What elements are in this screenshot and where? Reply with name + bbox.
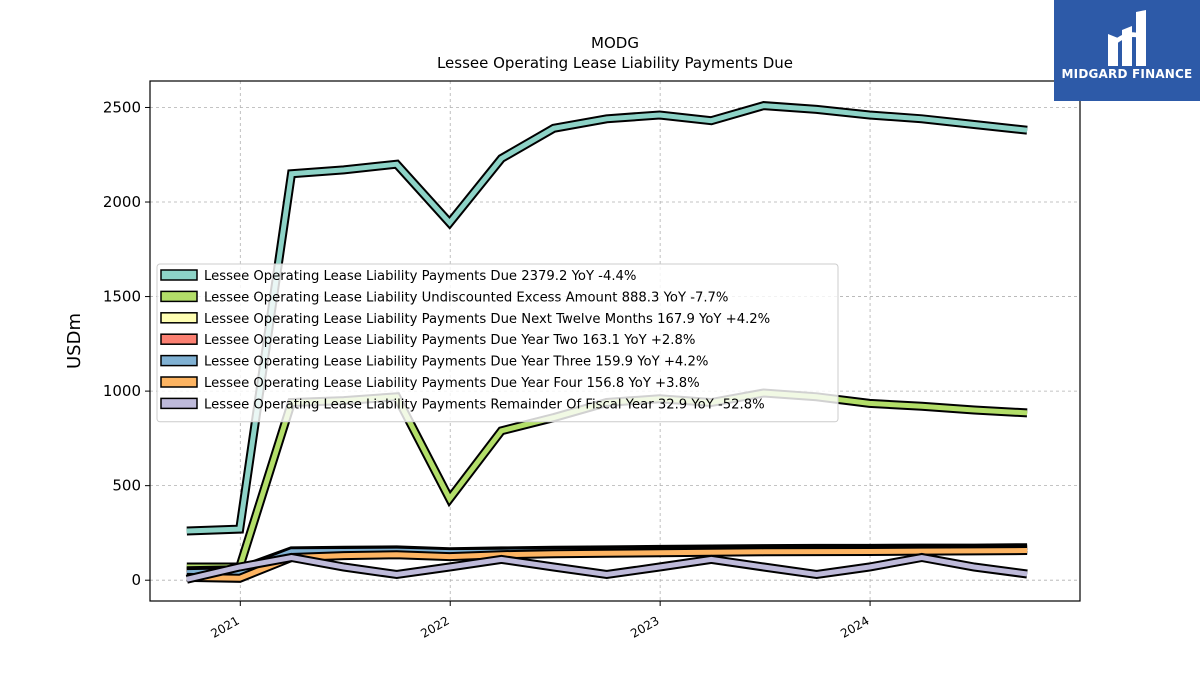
series-line-0 [186, 101, 1028, 536]
data-point [553, 566, 555, 568]
data-point [291, 173, 292, 175]
data-point [659, 566, 661, 568]
data-point [816, 574, 818, 575]
data-point [869, 114, 870, 116]
data-point [291, 557, 292, 558]
y-tick-label: 2500 [103, 98, 141, 116]
data-point [816, 108, 818, 110]
data-point [973, 550, 975, 552]
data-point [239, 528, 241, 530]
legend-label: Lessee Operating Lease Liability Undisco… [204, 290, 728, 305]
chart-subtitle: Lessee Operating Lease Liability Payment… [437, 54, 793, 72]
data-point [973, 124, 975, 125]
data-point [659, 114, 661, 116]
y-tick-label: 1000 [103, 382, 141, 400]
data-point [973, 566, 975, 568]
data-point [553, 127, 555, 129]
data-point [1026, 412, 1028, 414]
data-point [921, 118, 923, 120]
data-point [606, 552, 608, 554]
data-point [343, 566, 345, 568]
data-point [869, 551, 870, 552]
data-point [921, 405, 923, 407]
data-point [239, 577, 241, 579]
legend-swatch [160, 376, 198, 388]
logo-text: MIDGARD FINANCE [1061, 67, 1193, 81]
legend: Lessee Operating Lease Liability Payment… [156, 263, 839, 423]
brand-logo: MIDGARD FINANCE [1054, 0, 1200, 101]
data-point [396, 574, 398, 575]
data-point [291, 551, 292, 553]
data-point [606, 118, 608, 120]
data-point [500, 158, 502, 159]
y-tick-label: 2000 [103, 193, 141, 211]
legend-swatch [160, 354, 198, 367]
data-point [396, 163, 398, 165]
data-point [186, 572, 188, 574]
data-point [1026, 129, 1028, 131]
legend-label: Lessee Operating Lease Liability Payment… [204, 355, 708, 370]
data-point [921, 550, 923, 552]
data-point [816, 551, 818, 553]
data-point [343, 555, 345, 557]
series-lines [185, 101, 1028, 584]
series-line-6 [185, 552, 1028, 584]
data-point [1026, 550, 1028, 551]
legend-label: Lessee Operating Lease Liability Payment… [204, 312, 770, 327]
series-line-5 [186, 546, 1028, 583]
data-point [449, 566, 451, 568]
data-point [763, 551, 765, 553]
y-tick-label: 1500 [103, 288, 141, 306]
data-point [239, 566, 241, 568]
y-tick-label: 0 [131, 571, 141, 589]
legend-label: Lessee Operating Lease Liability Payment… [204, 376, 700, 391]
data-point [500, 430, 502, 432]
y-tick-label: 500 [112, 477, 141, 495]
legend-swatch [160, 397, 198, 410]
data-point [710, 120, 712, 122]
data-point [921, 557, 923, 558]
legend-label: Lessee Operating Lease Liability Payment… [204, 397, 765, 412]
data-point [553, 553, 555, 555]
data-point [869, 566, 870, 568]
data-point [606, 574, 608, 575]
legend-box [156, 263, 839, 423]
legend-swatch [160, 290, 198, 303]
legend-label: Lessee Operating Lease Liability Payment… [204, 269, 636, 284]
midgard-logo-icon [1108, 10, 1146, 66]
data-point [869, 402, 870, 404]
legend-label: Lessee Operating Lease Liability Payment… [204, 333, 695, 348]
data-point [449, 556, 451, 558]
data-point [343, 169, 345, 171]
data-point [973, 409, 975, 411]
data-point [763, 566, 765, 568]
legend-swatch [160, 312, 198, 324]
data-point [449, 498, 451, 500]
legend-swatch [160, 269, 198, 281]
data-point [659, 552, 661, 554]
data-point [763, 105, 765, 107]
y-axis-label: USDm [64, 313, 85, 369]
data-point [500, 558, 502, 560]
data-point [449, 222, 451, 224]
chart-title: MODG [591, 34, 639, 52]
data-point [710, 551, 712, 553]
legend-swatch [160, 333, 198, 345]
plot-frame [149, 80, 1081, 602]
data-point [186, 578, 188, 580]
data-point [396, 554, 398, 556]
data-point [710, 558, 712, 560]
data-point [186, 530, 188, 532]
data-point [1026, 573, 1028, 575]
